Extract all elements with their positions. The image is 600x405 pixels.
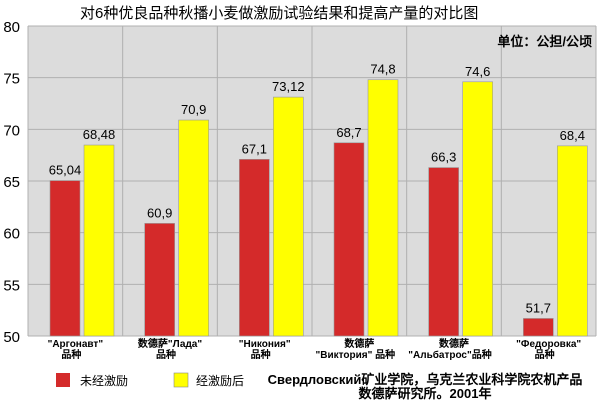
- category-label: "Федоровка": [516, 339, 581, 350]
- unit-label: 单位：公担/公顷: [497, 34, 592, 49]
- data-label: 68,48: [83, 127, 116, 142]
- chart-title: 对6种优良品种秋播小麦做激励试验结果和提高产量的对比图: [80, 5, 478, 22]
- data-label: 66,3: [431, 150, 456, 165]
- category-label: "Аргонавт": [48, 339, 104, 350]
- bar-stimulated: [557, 145, 588, 337]
- category-label: "Никония": [239, 339, 291, 350]
- category-label: 数德萨: [439, 337, 469, 350]
- y-tick-label: 65: [3, 174, 20, 191]
- source-line-2: 数德萨研究所。2001年: [359, 386, 492, 400]
- y-tick-label: 55: [3, 277, 20, 294]
- category-label: 数德萨: [344, 337, 374, 350]
- source-line-1: Свердловский矿业学院，乌克兰农业科学院农机产品: [268, 372, 583, 387]
- data-label: 68,4: [560, 128, 585, 143]
- data-label: 65,04: [49, 163, 82, 178]
- y-tick-label: 80: [3, 19, 20, 36]
- bar-unstimulated: [239, 159, 270, 337]
- category-label-sub: "Виктория" 品种: [316, 348, 396, 361]
- category-label-sub: 品种: [61, 348, 81, 361]
- data-label: 74,6: [465, 64, 490, 79]
- bar-stimulated: [462, 81, 493, 337]
- category-label-sub: 品种: [251, 348, 271, 361]
- data-label: 60,9: [147, 205, 172, 220]
- bar-stimulated: [367, 79, 399, 337]
- category-label: 数德萨"Лада": [138, 337, 202, 350]
- legend-swatch-unstimulated: [56, 373, 70, 387]
- y-tick-label: 70: [3, 122, 20, 139]
- data-label: 68,7: [336, 125, 361, 140]
- category-label-sub: 品种: [535, 348, 555, 361]
- y-tick-label: 75: [3, 71, 20, 88]
- legend-swatch-stimulated: [173, 372, 189, 388]
- category-label-sub: "Альбатрос"品种: [408, 348, 492, 361]
- y-tick-label: 60: [3, 226, 20, 243]
- legend-label-unstimulated: 未经激励: [80, 374, 128, 388]
- bar-stimulated: [83, 144, 115, 337]
- bar-unstimulated: [333, 142, 365, 337]
- bar-stimulated: [178, 119, 209, 337]
- bar-unstimulated: [523, 318, 554, 337]
- legend-label-stimulated: 经激励后: [196, 374, 244, 388]
- data-label: 74,8: [370, 62, 395, 77]
- bar-unstimulated: [144, 223, 175, 337]
- y-tick-label: 50: [3, 329, 20, 346]
- bar-unstimulated: [49, 180, 81, 337]
- bar-stimulated: [273, 96, 304, 337]
- data-label: 73,12: [272, 79, 305, 94]
- data-label: 70,9: [181, 102, 206, 117]
- data-label: 67,1: [242, 141, 267, 156]
- bar-unstimulated: [428, 167, 459, 337]
- data-label: 51,7: [526, 300, 551, 315]
- category-label-sub: 品种: [156, 348, 176, 361]
